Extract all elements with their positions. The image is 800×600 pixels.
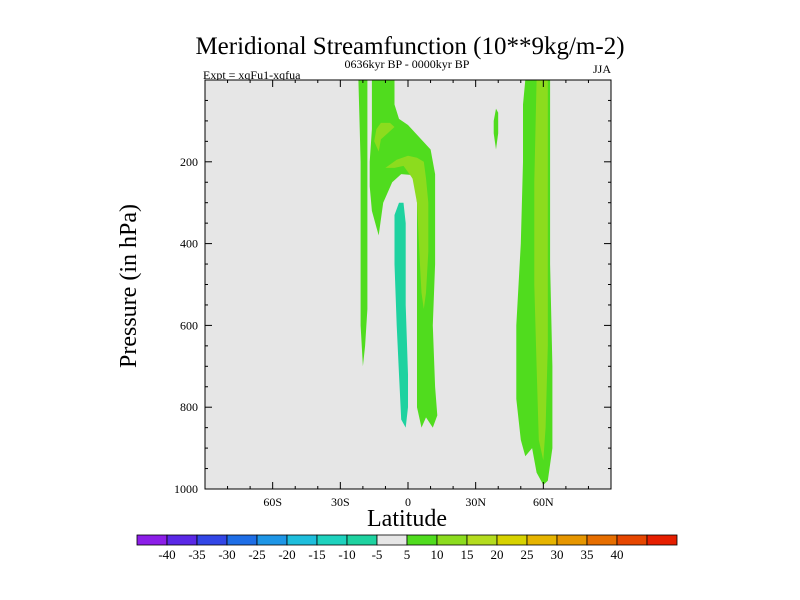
colorbar [136, 534, 678, 546]
colorbar-box [436, 534, 468, 546]
x-tick-label: 30N [465, 495, 486, 509]
y-axis: 200 400 600 800 1000 [174, 99, 611, 496]
colorbar-label: 25 [521, 547, 534, 562]
colorbar-label: -30 [218, 547, 235, 562]
x-tick-label: 0 [405, 495, 411, 509]
colorbar-box [616, 534, 648, 546]
x-axis: 60S 30S 0 30N 60N [227, 80, 589, 509]
y-tick-label: 400 [180, 237, 198, 251]
contour-region-green-40N-sliver [493, 108, 499, 150]
contour-region-lime-arc-north [385, 155, 429, 309]
colorbar-label: -5 [372, 547, 383, 562]
colorbar-box [196, 534, 228, 546]
colorbar-label: 5 [404, 547, 411, 562]
colorbar-label: -35 [188, 547, 205, 562]
contour-region-green-20S-left [358, 80, 368, 367]
colorbar-label: -40 [158, 547, 175, 562]
x-tick-label: 30S [331, 495, 350, 509]
colorbar-box [376, 534, 408, 546]
colorbar-label: -10 [338, 547, 355, 562]
y-tick-label: 600 [180, 318, 198, 332]
colorbar-box [586, 534, 618, 546]
colorbar-box [166, 534, 198, 546]
colorbar-box [466, 534, 498, 546]
y-tick-label: 800 [180, 400, 198, 414]
colorbar-box [286, 534, 318, 546]
colorbar-label: -15 [308, 547, 325, 562]
season-label: JJA [593, 62, 611, 76]
colorbar-label: -20 [278, 547, 295, 562]
colorbar-box [496, 534, 528, 546]
experiment-label: Expt = xqFu1-xqfua [203, 68, 301, 82]
colorbar-label: -25 [248, 547, 265, 562]
colorbar-box [406, 534, 438, 546]
contour-region-cyan-20N-column [457, 165, 467, 367]
contour-fill-layer [223, 80, 575, 485]
colorbar-label: 10 [431, 547, 444, 562]
y-axis-title: Pressure (in hPa) [116, 204, 142, 368]
contour-region-lime-equatorial-band [374, 122, 395, 152]
colorbar-labels: -40 -35 -30 -25 -20 -15 -10 -5 5 10 15 20 25 30 35 40 [158, 547, 623, 562]
x-tick-label: 60S [263, 495, 282, 509]
contour-region-lime-60N-core [534, 80, 548, 461]
contour-region-cyan-60S-west-column [223, 80, 239, 440]
colorbar-box [556, 534, 588, 546]
colorbar-box [316, 534, 348, 546]
colorbar-label: 35 [581, 547, 594, 562]
colorbar-label: 15 [461, 547, 474, 562]
y-tick-label: 1000 [174, 482, 198, 496]
colorbar-label: 20 [491, 547, 504, 562]
contour-region-cyan-60S-east-column [250, 80, 273, 432]
chart-title: Meridional Streamfunction (10**9kg/m-2) [195, 33, 624, 60]
colorbar-label: 30 [551, 547, 564, 562]
contour-region-blue-equatorial-core [394, 202, 408, 428]
contour-region-cyan-20S-patch [351, 255, 361, 391]
contour-region-cyan-75N-sliver [570, 161, 575, 252]
colorbar-box [226, 534, 258, 546]
colorbar-box [526, 534, 558, 546]
colorbar-box [646, 534, 678, 546]
y-tick-label: 200 [180, 155, 198, 169]
x-tick-label: 60N [533, 495, 554, 509]
x-axis-title: Latitude [367, 506, 447, 532]
colorbar-box [346, 534, 378, 546]
time-period-label: 0636kyr BP - 0000kyr BP [345, 57, 470, 71]
colorbar-box [256, 534, 288, 546]
colorbar-label: 40 [611, 547, 624, 562]
colorbar-box [136, 534, 168, 546]
